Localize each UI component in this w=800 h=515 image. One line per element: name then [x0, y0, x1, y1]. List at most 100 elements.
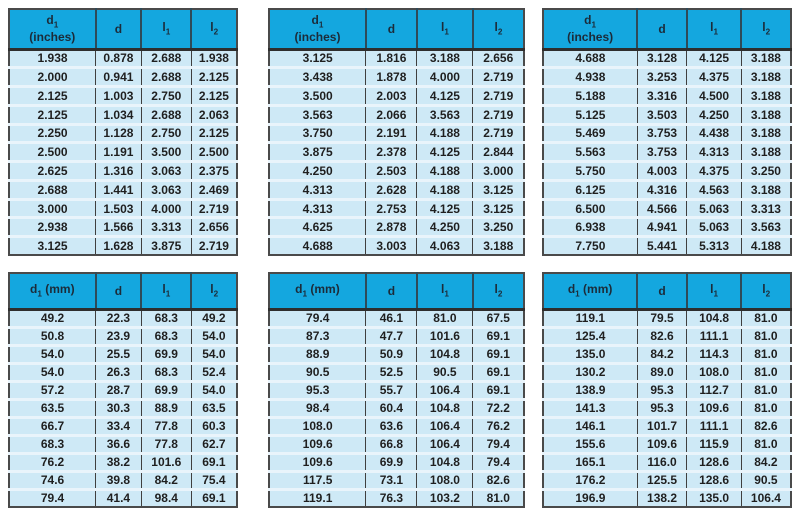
spec-table-inches-1: d1 (inches) d l1 l2 1.938 0.878 2.688 1.938 2.00…	[8, 8, 238, 256]
table-cell: 104.8	[686, 309, 742, 329]
table-cell: 4.316	[637, 180, 688, 201]
header-row: d1 (mm) d l1 l2	[9, 273, 237, 311]
table-cell: 4.500	[686, 86, 742, 107]
table-cell: 2.378	[365, 142, 418, 164]
table-cell: 54.0	[9, 345, 97, 365]
table-cell: 2.719	[472, 67, 524, 89]
table-cell: 30.3	[95, 399, 142, 419]
table-cell: 49.2	[9, 309, 97, 329]
table-cell: 4.375	[686, 161, 742, 182]
column-header: d1 (mm)	[543, 273, 639, 311]
table-row: 4.938 3.253 4.375 3.188	[543, 67, 791, 89]
table-row: 4.688 3.128 4.125 3.188	[543, 49, 791, 70]
table-cell: 4.941	[637, 217, 688, 239]
table-cell: 108.0	[686, 363, 742, 383]
table-cell: 135.0	[543, 345, 638, 365]
table-cell: 3.125	[472, 180, 524, 201]
table-cell: 68.3	[141, 327, 192, 347]
table-cell: 4.188	[416, 180, 474, 201]
table-cell: 2.500	[9, 142, 97, 164]
table-row: 4.688 3.003 4.063 3.188	[269, 236, 524, 255]
table-cell: 57.2	[9, 381, 97, 401]
table-cell: 68.3	[141, 309, 192, 329]
table-panel-mm-1: d1 (mm) d l1 l2 49.2 22.3 68.3 49.2 50.8 23.9 68.…	[8, 272, 238, 508]
table-row: 108.0 63.6 106.4 76.2	[269, 417, 524, 437]
table-row: 138.9 95.3 112.7 81.0	[543, 381, 791, 401]
table-cell: 1.938	[191, 49, 237, 70]
table-cell: 88.9	[141, 399, 192, 419]
table-cell: 2.125	[9, 105, 97, 126]
table-cell: 104.8	[416, 399, 474, 419]
table-cell: 2.719	[472, 105, 524, 126]
table-cell: 1.938	[9, 49, 97, 70]
table-row: 87.3 47.7 101.6 69.1	[269, 327, 524, 347]
table-row: 2.938 1.566 3.313 2.656	[9, 217, 237, 239]
table-cell: 68.3	[9, 435, 97, 455]
table-cell: 1.316	[95, 161, 142, 182]
table-cell: 1.441	[95, 180, 142, 201]
table-row: 50.8 23.9 68.3 54.0	[9, 327, 237, 347]
table-cell: 84.2	[141, 471, 192, 491]
table-cell: 90.5	[416, 363, 474, 383]
table-row: 4.313 2.628 4.188 3.125	[269, 180, 524, 201]
table-row: 88.9 50.9 104.8 69.1	[269, 345, 524, 365]
table-row: 135.0 84.2 114.3 81.0	[543, 345, 791, 365]
header-row: d1 (inches) d l1 l2	[9, 9, 237, 51]
table-cell: 3.125	[472, 199, 524, 220]
table-row: 5.563 3.753 4.313 3.188	[543, 142, 791, 164]
table-cell: 117.5	[269, 471, 367, 491]
table-panel-inches-2: d1 (inches) d l1 l2 3.125 1.816 3.188 2.656 3.43…	[268, 8, 525, 256]
table-cell: 2.125	[191, 86, 237, 107]
column-header: d	[637, 273, 688, 311]
table-cell: 69.1	[191, 489, 237, 507]
column-header: d	[95, 9, 143, 51]
table-cell: 3.125	[9, 236, 97, 255]
table-row: 2.500 1.191 3.500 2.500	[9, 142, 237, 164]
table-row: 3.875 2.378 4.125 2.844	[269, 142, 524, 164]
table-cell: 3.188	[741, 49, 791, 70]
table-cell: 3.563	[741, 217, 791, 239]
table-cell: 6.938	[543, 217, 638, 239]
table-row: 90.5 52.5 90.5 69.1	[269, 363, 524, 383]
table-cell: 79.4	[269, 309, 367, 329]
table-row: 130.2 89.0 108.0 81.0	[543, 363, 791, 383]
table-row: 79.4 41.4 98.4 69.1	[9, 489, 237, 507]
table-cell: 81.0	[416, 309, 474, 329]
spec-table-mm-2: d1 (mm) d l1 l2 79.4 46.1 81.0 67.5 87.3 47.7 101…	[268, 272, 525, 508]
table-cell: 41.4	[95, 489, 142, 507]
table-row: 155.6 109.6 115.9 81.0	[543, 435, 791, 455]
table-cell: 1.566	[95, 217, 142, 239]
table-cell: 4.188	[416, 124, 474, 145]
table-cell: 2.625	[9, 161, 97, 182]
table-cell: 82.6	[472, 471, 524, 491]
table-cell: 84.2	[741, 453, 791, 473]
table-cell: 54.0	[191, 345, 237, 365]
table-cell: 1.191	[95, 142, 142, 164]
table-cell: 2.503	[365, 161, 418, 182]
table-row: 63.5 30.3 88.9 63.5	[9, 399, 237, 419]
table-cell: 128.6	[686, 453, 742, 473]
table-cell: 39.8	[95, 471, 142, 491]
table-cell: 2.191	[365, 124, 418, 145]
table-cell: 62.7	[191, 435, 237, 455]
column-header: d1 (inches)	[269, 9, 367, 51]
table-cell: 3.875	[269, 142, 367, 164]
table-cell: 2.719	[472, 86, 524, 107]
table-cell: 3.188	[741, 180, 791, 201]
table-cell: 79.4	[472, 453, 524, 473]
table-cell: 3.128	[637, 49, 688, 70]
table-cell: 22.3	[95, 309, 142, 329]
table-cell: 5.469	[543, 124, 638, 145]
table-cell: 81.0	[741, 345, 791, 365]
table-cell: 3.000	[9, 199, 97, 220]
table-cell: 111.1	[686, 327, 742, 347]
header-row: d1 (inches) d l1 l2	[543, 9, 791, 51]
table-cell: 3.188	[741, 124, 791, 145]
column-header: l2	[191, 273, 237, 311]
table-cell: 116.0	[637, 453, 688, 473]
table-row: 109.6 66.8 106.4 79.4	[269, 435, 524, 455]
table-row: 66.7 33.4 77.8 60.3	[9, 417, 237, 437]
table-cell: 6.125	[543, 180, 638, 201]
table-row: 98.4 60.4 104.8 72.2	[269, 399, 524, 419]
table-cell: 2.125	[191, 124, 237, 145]
